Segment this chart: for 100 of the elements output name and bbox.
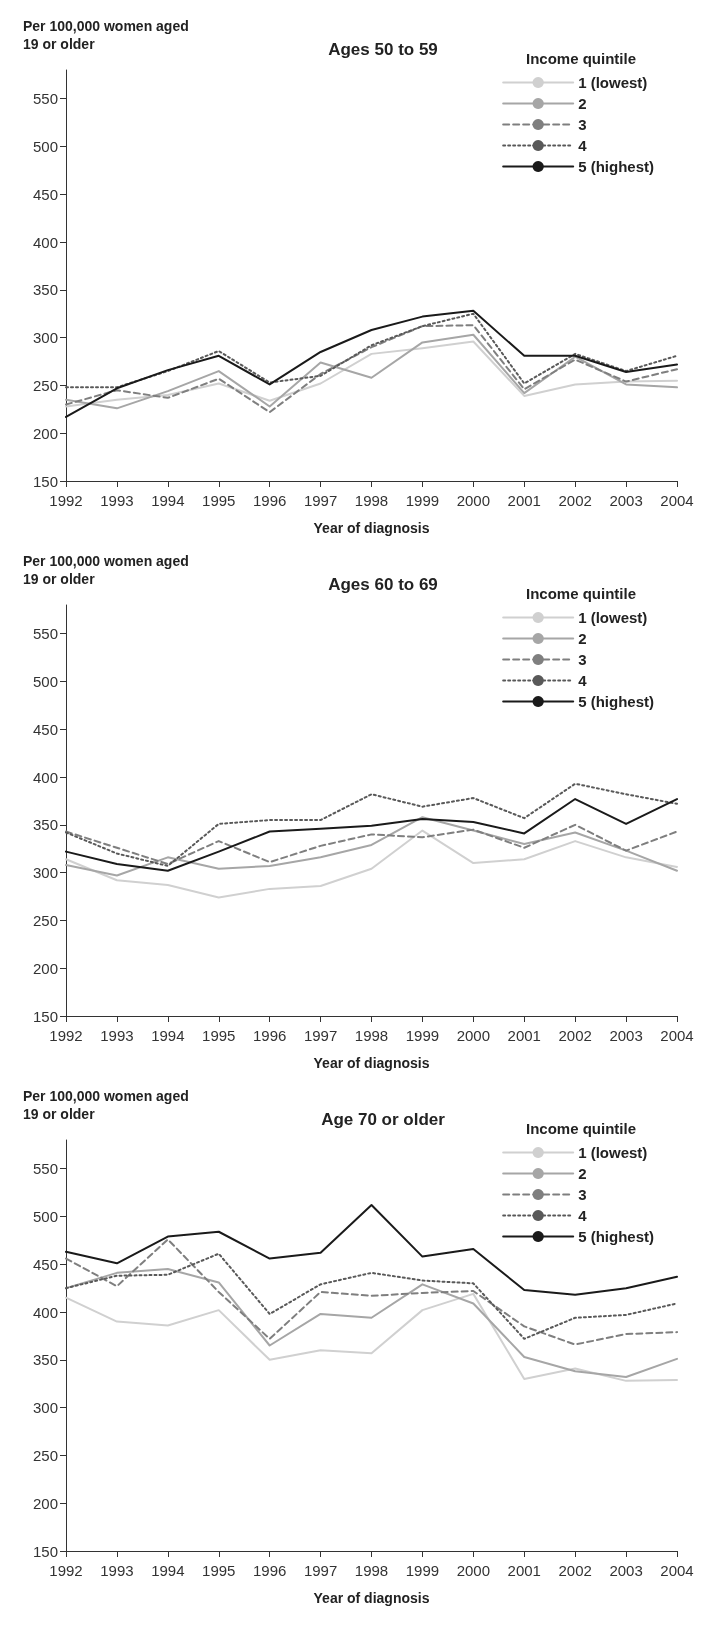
y-tick-label: 400	[32, 1303, 58, 1321]
legend-label: 5 (highest)	[578, 1228, 655, 1245]
x-tick-label: 1992	[49, 1562, 83, 1579]
x-tick-label: 2000	[456, 1027, 491, 1044]
y-tick-label: 450	[32, 185, 58, 203]
x-tick-label: 1997	[303, 1027, 338, 1044]
legend-label: 2	[578, 1165, 587, 1182]
line-series	[65, 1292, 678, 1382]
y-tick-label: 500	[32, 137, 58, 155]
y-axis-title: Per 100,000 women aged 19 or older	[23, 1088, 193, 1122]
x-axis-title: Year of diagnosis	[313, 520, 430, 536]
chart-title: Ages 60 to 69	[328, 575, 438, 594]
x-tick-label: 1997	[303, 1562, 338, 1579]
y-tick-label: 450	[32, 1255, 58, 1273]
x-tick-label: 1994	[151, 1027, 185, 1044]
y-tick-label: 300	[32, 329, 58, 347]
legend-label: 4	[578, 137, 588, 154]
y-tick-label: 300	[32, 1399, 58, 1417]
x-tick-label: 1992	[49, 492, 83, 509]
chart-title: Age 70 or older	[321, 1110, 446, 1129]
line-series	[65, 1268, 678, 1379]
x-tick-label: 2002	[558, 1562, 592, 1579]
y-tick-label: 150	[32, 1542, 58, 1560]
y-tick-label: 350	[32, 816, 58, 834]
x-tick-label: 2000	[456, 1562, 491, 1579]
legend-label: 3	[578, 1186, 587, 1203]
x-tick-label: 1998	[354, 1562, 389, 1579]
y-tick-label: 500	[32, 672, 58, 690]
x-tick-label: 1996	[252, 492, 287, 509]
legend-title: Income quintile	[525, 1120, 637, 1137]
x-axis-title: Year of diagnosis	[313, 1055, 430, 1071]
y-tick-label: 550	[32, 1160, 58, 1178]
y-tick-label: 150	[32, 472, 58, 490]
x-tick-label: 1995	[202, 1562, 236, 1579]
x-tick-label: 1997	[303, 492, 338, 509]
y-tick-label: 250	[32, 1446, 58, 1464]
y-tick-label: 300	[32, 864, 58, 882]
y-tick-label: 200	[32, 424, 58, 442]
legend-label: 3	[578, 651, 587, 668]
legend-label: 1 (lowest)	[578, 609, 648, 626]
y-tick-label: 550	[32, 90, 58, 108]
x-tick-label: 1999	[405, 492, 440, 509]
x-tick-label: 1999	[405, 1027, 440, 1044]
y-tick-label: 550	[32, 625, 58, 643]
chart-title: Ages 50 to 59	[328, 40, 438, 59]
legend-title: Income quintile	[525, 50, 637, 67]
line-series	[65, 816, 678, 877]
legend-label: 1 (lowest)	[578, 74, 648, 91]
y-tick-label: 350	[32, 281, 58, 299]
line-series	[65, 1252, 678, 1340]
x-tick-label: 2003	[609, 492, 643, 509]
x-tick-label: 1992	[49, 1027, 83, 1044]
line-series	[65, 1204, 678, 1296]
x-tick-label: 1998	[354, 1027, 389, 1044]
y-tick-label: 250	[32, 376, 58, 394]
x-tick-label: 2003	[609, 1562, 643, 1579]
y-tick-label: 450	[32, 720, 58, 738]
x-tick-label: 2003	[609, 1027, 643, 1044]
x-tick-label: 1994	[151, 1562, 185, 1579]
legend-title: Income quintile	[525, 585, 637, 602]
x-tick-label: 2001	[507, 492, 541, 509]
x-tick-label: 1993	[100, 1027, 134, 1044]
legend-label: 4	[578, 1207, 588, 1224]
x-tick-label: 1994	[151, 492, 185, 509]
line-series	[65, 829, 678, 899]
x-tick-label: 1999	[405, 1562, 440, 1579]
x-axis-title: Year of diagnosis	[313, 1590, 430, 1606]
x-tick-label: 2001	[507, 1027, 541, 1044]
y-tick-label: 200	[32, 959, 58, 977]
legend-label: 5 (highest)	[578, 693, 655, 710]
legend-label: 2	[578, 95, 587, 112]
y-axis-title: Per 100,000 women aged 19 or older	[23, 553, 193, 587]
y-tick-label: 150	[32, 1007, 58, 1025]
x-tick-label: 1995	[202, 492, 236, 509]
line-series	[65, 798, 678, 872]
legend-label: 4	[578, 672, 588, 689]
x-tick-label: 1993	[100, 492, 134, 509]
y-tick-label: 350	[32, 1351, 58, 1369]
legend-label: 3	[578, 116, 587, 133]
x-tick-label: 2002	[558, 492, 592, 509]
x-tick-label: 2004	[660, 1562, 694, 1579]
x-tick-label: 1993	[100, 1562, 134, 1579]
x-tick-label: 2001	[507, 1562, 541, 1579]
y-tick-label: 500	[32, 1207, 58, 1225]
x-tick-label: 2004	[660, 492, 694, 509]
y-axis-title: Per 100,000 women aged 19 or older	[23, 18, 193, 52]
legend-label: 1 (lowest)	[578, 1144, 648, 1161]
line-series	[65, 309, 678, 418]
x-tick-label: 1995	[202, 1027, 236, 1044]
y-tick-label: 200	[32, 1494, 58, 1512]
x-tick-label: 1998	[354, 492, 389, 509]
y-tick-label: 250	[32, 911, 58, 929]
line-series	[65, 312, 678, 389]
x-tick-label: 1996	[252, 1027, 287, 1044]
line-series	[65, 782, 678, 867]
legend-label: 5 (highest)	[578, 158, 655, 175]
line-series	[65, 823, 678, 866]
legend-label: 2	[578, 630, 587, 647]
x-tick-label: 2002	[558, 1027, 592, 1044]
y-tick-label: 400	[32, 233, 58, 251]
